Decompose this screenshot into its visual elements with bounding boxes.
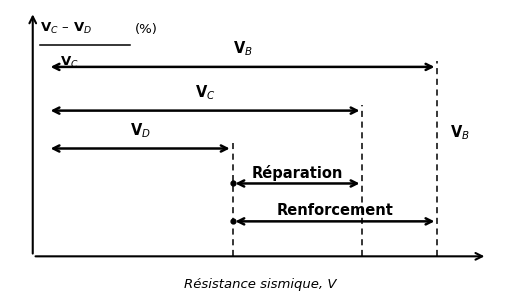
Text: V$_D$: V$_D$ bbox=[130, 121, 150, 140]
Text: V$_B$: V$_B$ bbox=[450, 123, 470, 142]
Text: Résistance sismique, V: Résistance sismique, V bbox=[184, 278, 336, 291]
Text: Réparation: Réparation bbox=[252, 165, 343, 181]
Text: Renforcement: Renforcement bbox=[276, 203, 393, 219]
Text: (%): (%) bbox=[135, 23, 158, 36]
Text: V$_C$ – V$_D$: V$_C$ – V$_D$ bbox=[40, 21, 92, 36]
Text: V$_C$: V$_C$ bbox=[60, 55, 79, 70]
Text: V$_B$: V$_B$ bbox=[233, 40, 252, 58]
Text: V$_C$: V$_C$ bbox=[195, 83, 215, 102]
